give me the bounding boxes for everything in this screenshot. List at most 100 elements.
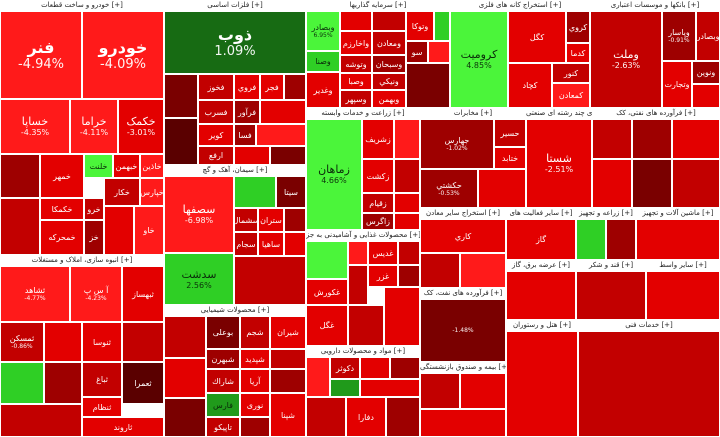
stock-tile[interactable]: [0, 404, 82, 437]
stock-tile[interactable]: وصنا: [306, 51, 340, 72]
stock-tile[interactable]: كمعادن: [552, 83, 590, 108]
stock-tile[interactable]: [348, 265, 368, 305]
stock-tile[interactable]: سدشت 2.56%: [164, 253, 234, 305]
stock-tile[interactable]: ونوين: [692, 61, 720, 84]
stock-tile[interactable]: شپنا: [270, 393, 306, 437]
stock-tile[interactable]: [284, 74, 306, 100]
stock-tile[interactable]: شاراك: [206, 369, 240, 393]
stock-tile[interactable]: [384, 287, 420, 346]
stock-tile[interactable]: [420, 373, 460, 409]
stock-tile[interactable]: وملت -2.63%: [590, 11, 662, 108]
stock-tile[interactable]: فارس: [206, 393, 240, 417]
stock-tile[interactable]: -1.48%: [420, 299, 506, 362]
stock-tile[interactable]: ثباغ: [82, 362, 122, 397]
stock-tile[interactable]: سصفها -6.98%: [164, 176, 234, 253]
stock-tile[interactable]: [284, 208, 306, 232]
stock-tile[interactable]: سجام: [234, 232, 258, 256]
stock-tile[interactable]: كروي: [566, 11, 590, 43]
stock-tile[interactable]: [434, 11, 450, 41]
stock-tile[interactable]: [394, 159, 420, 193]
stock-tile[interactable]: خلنت: [84, 154, 113, 178]
stock-tile[interactable]: آ س پ -4.23%: [70, 266, 122, 322]
stock-tile[interactable]: [164, 74, 198, 118]
stock-tile[interactable]: جهارس -1.02%: [420, 119, 494, 169]
stock-tile[interactable]: [672, 159, 720, 208]
stock-tile[interactable]: [606, 219, 636, 260]
stock-tile[interactable]: فسا: [234, 124, 256, 146]
stock-tile[interactable]: غدیس: [368, 241, 398, 265]
stock-tile[interactable]: خبهمن: [113, 154, 140, 178]
stock-tile[interactable]: [692, 84, 720, 108]
stock-tile[interactable]: آريا: [240, 369, 270, 393]
stock-tile[interactable]: وتوشه: [340, 55, 372, 73]
stock-tile[interactable]: وتوكا: [406, 11, 434, 41]
stock-tile[interactable]: وبهمن: [372, 90, 406, 108]
stock-tile[interactable]: خكمكا: [40, 198, 84, 220]
stock-tile[interactable]: فنر -4.94%: [0, 11, 82, 99]
stock-tile[interactable]: ختابد: [494, 147, 526, 169]
stock-tile[interactable]: [390, 357, 420, 379]
stock-tile[interactable]: [398, 241, 420, 265]
stock-tile[interactable]: حكشتي -0.53%: [420, 169, 478, 208]
stock-tile[interactable]: [44, 322, 82, 362]
stock-tile[interactable]: [0, 198, 40, 255]
stock-tile[interactable]: ثمسكن -0.86%: [0, 322, 44, 362]
stock-tile[interactable]: [506, 271, 576, 320]
stock-tile[interactable]: ساهیا: [258, 232, 284, 256]
stock-tile[interactable]: [636, 219, 720, 260]
stock-tile[interactable]: [360, 379, 420, 397]
stock-tile[interactable]: دكوثر: [330, 357, 360, 379]
stock-tile[interactable]: وبصادر 6.95%: [306, 11, 340, 51]
stock-tile[interactable]: شبهرن: [206, 349, 240, 369]
stock-tile[interactable]: كرومیت 4.85%: [450, 11, 508, 108]
stock-tile[interactable]: وپاسار -0.91%: [662, 11, 696, 61]
stock-tile[interactable]: [0, 362, 44, 404]
stock-tile[interactable]: [164, 398, 206, 437]
stock-tile[interactable]: [340, 11, 372, 31]
stock-tile[interactable]: گاز: [506, 219, 576, 260]
stock-tile[interactable]: [44, 362, 82, 404]
stock-tile[interactable]: دفارا: [346, 397, 386, 437]
stock-tile[interactable]: فخوز: [198, 74, 234, 100]
stock-tile[interactable]: [420, 253, 460, 288]
stock-tile[interactable]: [478, 169, 526, 208]
stock-tile[interactable]: ارفع: [198, 146, 234, 165]
stock-tile[interactable]: [104, 206, 134, 255]
stock-tile[interactable]: خرو: [84, 198, 104, 220]
stock-tile[interactable]: [394, 193, 420, 213]
stock-tile[interactable]: [306, 241, 348, 279]
stock-tile[interactable]: [234, 176, 276, 208]
stock-tile[interactable]: زاگرس: [362, 213, 394, 230]
stock-tile[interactable]: [234, 256, 306, 305]
stock-tile[interactable]: خاذين: [140, 154, 164, 178]
stock-tile[interactable]: سو: [406, 41, 428, 63]
stock-tile[interactable]: حسیر: [494, 119, 526, 147]
stock-tile[interactable]: شجم: [240, 316, 270, 349]
stock-tile[interactable]: شپدید: [240, 349, 270, 369]
stock-tile[interactable]: زشريف: [362, 119, 394, 159]
stock-tile[interactable]: [428, 41, 450, 63]
stock-tile[interactable]: ستران: [258, 208, 284, 232]
stock-tile[interactable]: [122, 322, 164, 362]
stock-tile[interactable]: [632, 119, 672, 159]
stock-tile[interactable]: ثنوسا: [82, 322, 122, 362]
stock-tile[interactable]: كچاد: [508, 63, 552, 108]
stock-tile[interactable]: وسپهر: [340, 90, 372, 108]
stock-tile[interactable]: نوری: [240, 393, 270, 417]
stock-tile[interactable]: [164, 358, 206, 398]
stock-tile[interactable]: كوير: [198, 124, 234, 146]
stock-tile[interactable]: [270, 146, 306, 165]
stock-tile[interactable]: فرآور: [234, 100, 260, 124]
stock-tile[interactable]: كدما: [566, 43, 590, 63]
stock-tile[interactable]: فسرب: [198, 100, 234, 124]
stock-tile[interactable]: [330, 379, 360, 397]
stock-tile[interactable]: غزر: [368, 265, 398, 287]
stock-tile[interactable]: [164, 118, 198, 165]
stock-tile[interactable]: كاري: [420, 219, 506, 253]
stock-tile[interactable]: [672, 119, 720, 159]
stock-tile[interactable]: وسبحان: [372, 55, 406, 73]
stock-tile[interactable]: ذوب 1.09%: [164, 11, 306, 74]
stock-tile[interactable]: [398, 265, 420, 287]
stock-tile[interactable]: [420, 409, 506, 437]
stock-tile[interactable]: [592, 159, 632, 208]
